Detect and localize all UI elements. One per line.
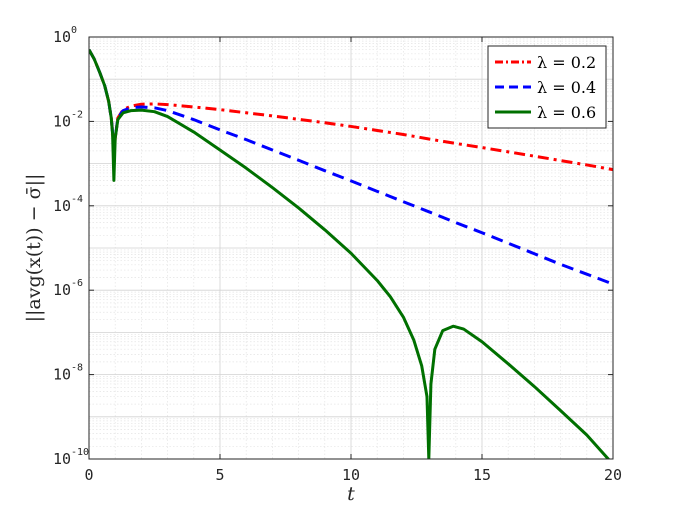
- axis-ticks: [88, 36, 614, 460]
- series-group: [89, 48, 613, 459]
- y-axis-label: ||avg(x(t)) − σ̄||: [23, 174, 45, 323]
- y-tick-label-base: 10: [53, 28, 71, 46]
- y-tick-label-exponent: -2: [71, 109, 83, 120]
- y-tick-label-base: 10: [53, 112, 71, 130]
- x-tick-label: 0: [84, 466, 93, 484]
- y-tick-label-base: 10: [53, 366, 71, 384]
- y-tick-label: 10 -4: [53, 194, 83, 215]
- y-tick-label-exponent: -4: [71, 194, 83, 205]
- y-tick-label: 10 -2: [53, 109, 83, 130]
- y-tick-label: 10 -8: [53, 363, 83, 384]
- legend-label-1: λ = 0.2: [537, 53, 596, 72]
- x-tick-label: 10: [342, 466, 360, 484]
- x-tick-labels: 0 5 10 15 20: [84, 466, 622, 484]
- y-tick-label-exponent: -6: [71, 278, 83, 289]
- legend-label-3: λ = 0.6: [537, 103, 596, 122]
- y-tick-label: 10 -6: [53, 278, 83, 299]
- y-tick-label: 10 -10: [53, 447, 89, 468]
- y-tick-label-exponent: -10: [71, 447, 89, 458]
- y-tick-label: 10 0: [53, 25, 77, 46]
- y-tick-label-base: 10: [53, 281, 71, 299]
- series-line-2: [89, 48, 613, 286]
- series-line-3: [89, 48, 611, 459]
- y-tick-label-exponent: 0: [71, 25, 77, 36]
- y-tick-label-base: 10: [53, 450, 71, 468]
- y-tick-label-base: 10: [53, 197, 71, 215]
- legend-label-2: λ = 0.4: [537, 78, 596, 97]
- x-tick-label: 5: [215, 466, 224, 484]
- x-tick-label: 15: [473, 466, 491, 484]
- legend-box: [487, 45, 607, 129]
- y-tick-label-exponent: -8: [71, 363, 83, 374]
- x-tick-label: 20: [604, 466, 622, 484]
- legend: λ = 0.2 λ = 0.4 λ = 0.6: [487, 45, 607, 129]
- x-axis-label: t: [347, 483, 355, 505]
